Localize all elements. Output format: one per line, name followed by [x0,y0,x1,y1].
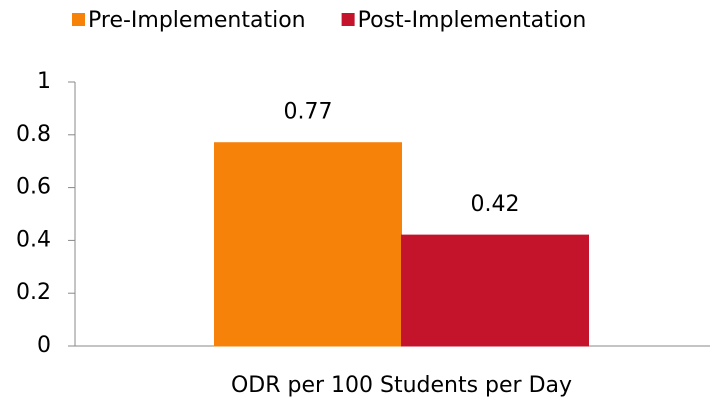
data-label: 0.77 [284,100,333,125]
y-tick-label: 0.6 [16,175,51,200]
legend-swatch [72,13,85,26]
y-tick-label: 0.4 [16,227,51,252]
y-tick-label: 0 [37,333,51,358]
y-tick-label: 1 [37,69,51,94]
legend-swatch [341,13,355,26]
y-tick-label: 0.8 [16,122,51,147]
bar [401,234,589,347]
legend-label: Post-Implementation [358,8,587,33]
x-tick-label: ODR per 100 Students per Day [231,373,572,398]
data-label: 0.42 [471,192,520,217]
bar [214,142,402,347]
legend-label: Pre-Implementation [88,8,306,33]
y-tick-label: 0.2 [16,280,51,305]
